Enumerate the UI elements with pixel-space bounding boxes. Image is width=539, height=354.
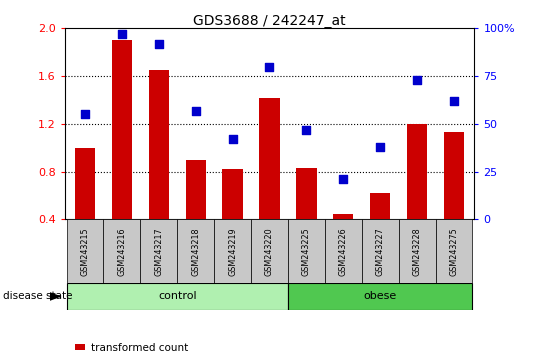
Text: GSM243219: GSM243219: [228, 227, 237, 276]
Bar: [103, 219, 140, 283]
Point: [376, 144, 384, 150]
Point: [413, 77, 421, 83]
Bar: [288, 283, 473, 310]
Bar: [223, 169, 243, 267]
Bar: [333, 213, 354, 267]
Text: GSM243226: GSM243226: [339, 227, 348, 276]
Text: GSM243215: GSM243215: [80, 227, 89, 276]
Text: GSM243216: GSM243216: [118, 227, 126, 276]
Text: GSM243225: GSM243225: [302, 227, 311, 276]
Point: [450, 98, 458, 104]
Bar: [407, 124, 427, 267]
Bar: [75, 148, 95, 267]
Text: GDS3688 / 242247_at: GDS3688 / 242247_at: [193, 14, 346, 28]
Point: [118, 31, 126, 37]
Point: [191, 108, 200, 113]
Bar: [140, 219, 177, 283]
Text: control: control: [158, 291, 197, 302]
Bar: [66, 219, 103, 283]
Bar: [149, 70, 169, 267]
Text: transformed count: transformed count: [91, 343, 188, 353]
Bar: [112, 40, 132, 267]
Bar: [362, 219, 399, 283]
Bar: [259, 98, 280, 267]
Bar: [177, 219, 214, 283]
Point: [302, 127, 310, 132]
Bar: [370, 193, 390, 267]
Polygon shape: [50, 292, 61, 301]
Bar: [436, 219, 473, 283]
Text: GSM243218: GSM243218: [191, 227, 200, 276]
Point: [81, 112, 89, 117]
Bar: [325, 219, 362, 283]
Point: [229, 136, 237, 142]
Text: GSM243227: GSM243227: [376, 227, 385, 276]
Text: GSM243220: GSM243220: [265, 227, 274, 276]
Text: GSM243228: GSM243228: [413, 227, 421, 276]
Text: GSM243275: GSM243275: [450, 227, 459, 276]
Bar: [66, 283, 288, 310]
Point: [155, 41, 163, 46]
Bar: [185, 160, 206, 267]
Text: GSM243217: GSM243217: [154, 227, 163, 276]
Bar: [399, 219, 436, 283]
Point: [339, 177, 348, 182]
Point: [265, 64, 274, 69]
Text: obese: obese: [364, 291, 397, 302]
Bar: [444, 132, 464, 267]
Bar: [296, 168, 316, 267]
Text: disease state: disease state: [3, 291, 72, 302]
Bar: [288, 219, 325, 283]
Bar: [251, 219, 288, 283]
Bar: [214, 219, 251, 283]
